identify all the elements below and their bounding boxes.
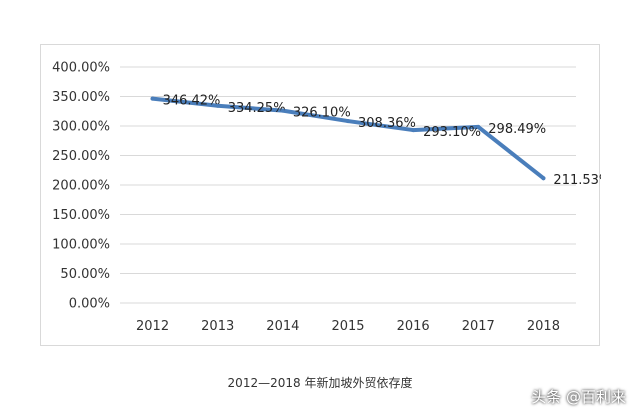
data-point (346, 119, 350, 124)
y-tick-label: 100.00% (52, 238, 110, 253)
x-tick-label: 2014 (266, 319, 299, 334)
data-label: 334.25% (228, 101, 286, 116)
chart-frame: 0.00% 50.00% 100.00% 150.00% 200.00% 250.00% 3… (40, 44, 601, 346)
line-chart: 0.00% 50.00% 100.00% 150.00% 200.00% 250.00% 3… (52, 61, 601, 335)
data-label: 346.42% (163, 94, 221, 109)
data-label: 293.10% (423, 125, 481, 140)
data-label: 298.49% (488, 122, 546, 137)
data-point (541, 176, 546, 181)
data-point (150, 96, 155, 101)
y-tick-label: 200.00% (52, 179, 110, 194)
y-tick-label: 400.00% (52, 61, 110, 76)
data-point (411, 128, 416, 133)
x-tick-label: 2015 (331, 319, 364, 334)
data-point (476, 124, 481, 129)
y-tick-label: 350.00% (52, 90, 110, 105)
data-point (280, 108, 285, 113)
watermark-text: 头条 @百利来 (531, 388, 626, 406)
y-tick-label: 150.00% (52, 208, 110, 223)
y-tick-label: 300.00% (52, 120, 110, 135)
x-tick-label: 2017 (462, 319, 495, 334)
data-point (215, 103, 220, 108)
x-tick-label: 2016 (397, 319, 430, 334)
data-label: 211.53% (553, 173, 601, 188)
y-tick-label: 0.00% (69, 297, 110, 312)
data-label: 308.36% (358, 116, 416, 131)
chart-caption: 2012—2018 年新加坡外贸依存度 (227, 376, 413, 390)
x-tick-label: 2018 (527, 319, 560, 334)
y-tick-label: 50.00% (60, 267, 110, 282)
x-tick-label: 2012 (136, 319, 169, 334)
y-tick-label: 250.00% (52, 149, 110, 164)
x-tick-label: 2013 (201, 319, 234, 334)
data-label: 326.10% (293, 106, 351, 121)
